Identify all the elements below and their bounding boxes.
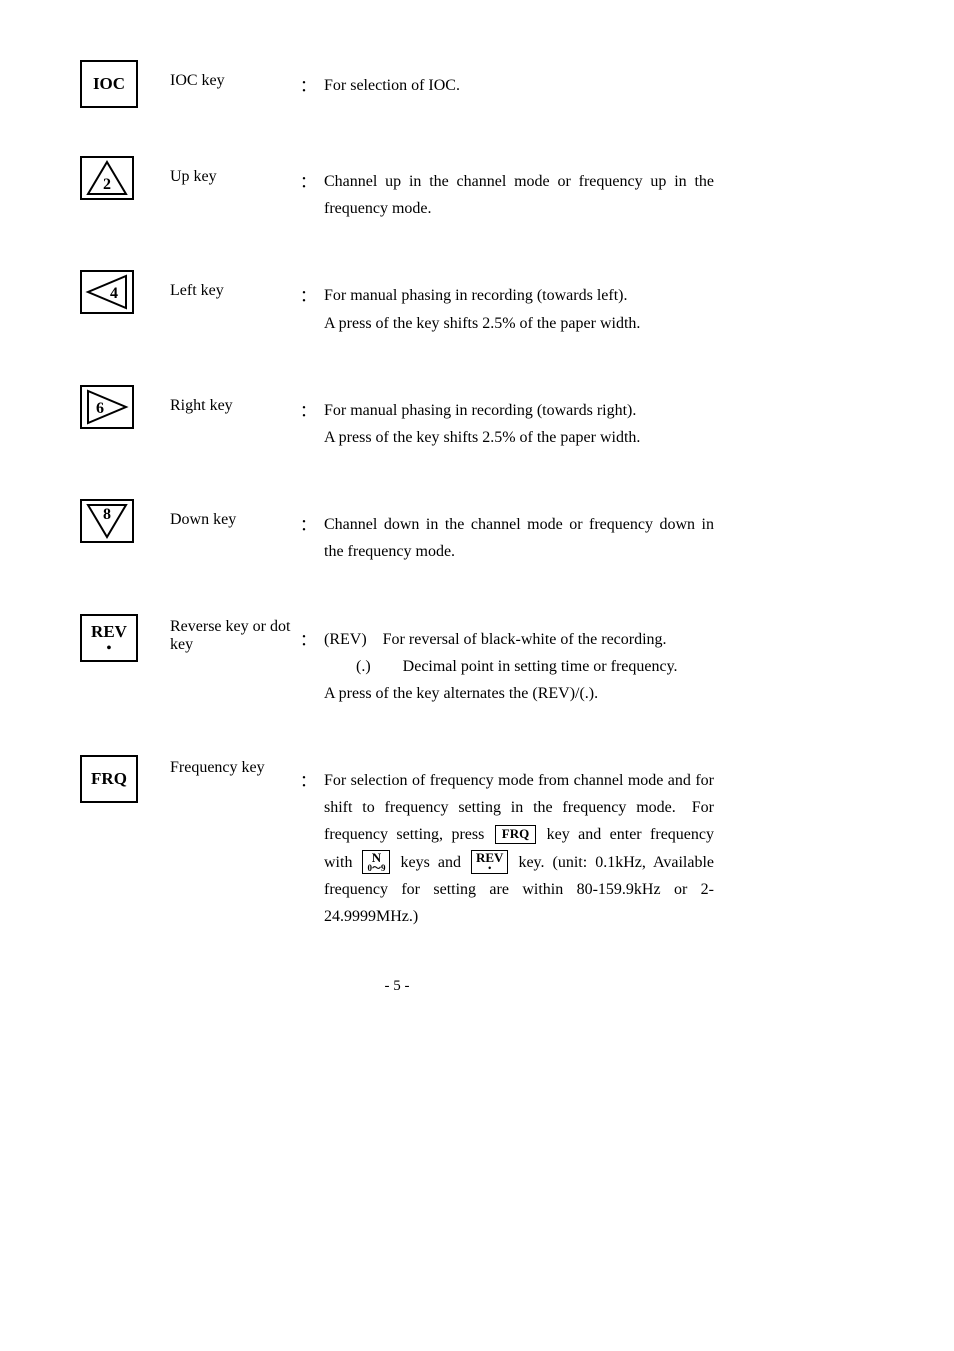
key-name: Frequency key xyxy=(170,755,300,777)
key-name: Down key xyxy=(170,499,300,529)
colon: ： xyxy=(300,385,324,421)
key-entry: FRQ Frequency key：For selection of freque… xyxy=(80,755,714,930)
key-description: For selection of frequency mode from cha… xyxy=(324,755,714,930)
svg-text:2: 2 xyxy=(103,176,111,193)
key-entry: REV• Reverse key or dot key：(REV) For rev… xyxy=(80,614,714,708)
down-key-icon: 8 xyxy=(80,499,170,548)
inline-frq-key: FRQ xyxy=(495,825,536,844)
colon: ： xyxy=(300,499,324,535)
key-name: Left key xyxy=(170,270,300,300)
ioc-key-icon: IOC xyxy=(80,60,138,108)
key-description: For manual phasing in recording (towards… xyxy=(324,270,714,336)
key-name: Up key xyxy=(170,156,300,186)
svg-text:8: 8 xyxy=(103,506,111,523)
inline-n09-key: N0～9 xyxy=(362,850,390,874)
key-name: Right key xyxy=(170,385,300,415)
svg-text:6: 6 xyxy=(96,400,104,417)
colon: ： xyxy=(300,156,324,192)
key-entry: IOC IOC key：For selection of IOC. xyxy=(80,60,714,108)
key-description: Channel down in the channel mode or freq… xyxy=(324,499,714,565)
key-entry: 6 Right key：For manual phasing in recordi… xyxy=(80,385,714,451)
key-entry: 4 Left key：For manual phasing in recordin… xyxy=(80,270,714,336)
key-description: For selection of IOC. xyxy=(324,60,714,99)
key-name: IOC key xyxy=(170,60,300,90)
colon: ： xyxy=(300,755,324,791)
key-description: (REV) For reversal of black-white of the… xyxy=(324,614,714,708)
page-number: - 5 - xyxy=(80,978,714,995)
key-name: Reverse key or dot key xyxy=(170,614,300,654)
inline-rev-key: REV• xyxy=(471,850,508,874)
right-key-icon: 6 xyxy=(80,385,170,434)
svg-text:4: 4 xyxy=(110,285,118,302)
key-description: Channel up in the channel mode or freque… xyxy=(324,156,714,222)
colon: ： xyxy=(300,614,324,650)
key-entry: 8 Down key：Channel down in the channel mo… xyxy=(80,499,714,565)
colon: ： xyxy=(300,270,324,306)
key-entry: 2 Up key：Channel up in the channel mode o… xyxy=(80,156,714,222)
key-description: For manual phasing in recording (towards… xyxy=(324,385,714,451)
colon: ： xyxy=(300,60,324,96)
frq-key-icon: FRQ xyxy=(80,755,138,803)
rev-key-icon: REV• xyxy=(80,614,138,662)
left-key-icon: 4 xyxy=(80,270,170,319)
up-key-icon: 2 xyxy=(80,156,170,205)
